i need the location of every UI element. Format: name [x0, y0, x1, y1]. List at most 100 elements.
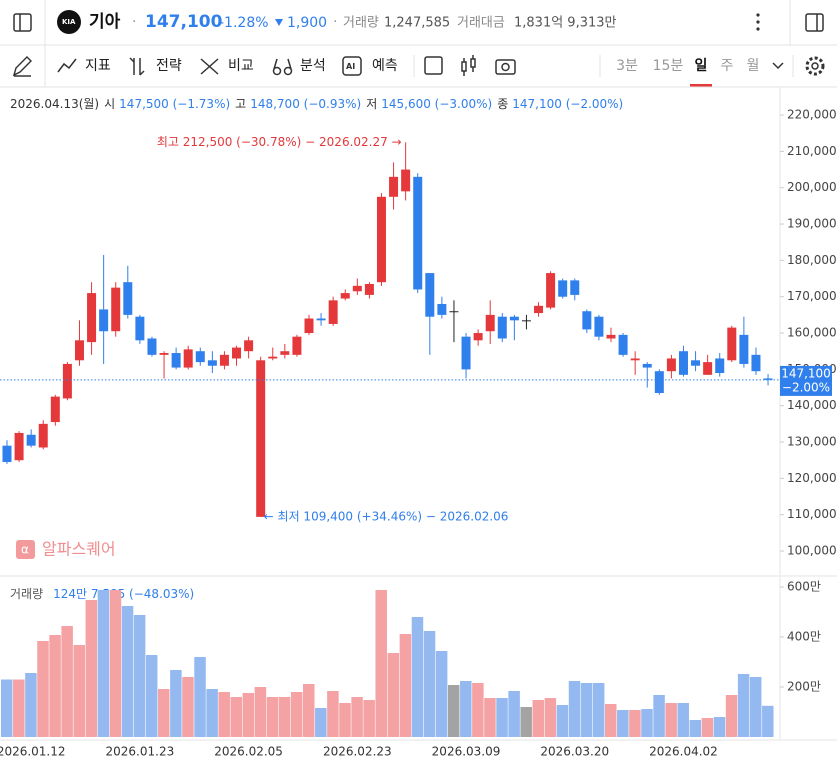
volume-bar: [121, 606, 134, 737]
candle-body: [715, 358, 725, 374]
period-button[interactable]: 월: [747, 58, 760, 74]
candle-body: [751, 354, 761, 372]
camera-icon[interactable]: [495, 59, 516, 75]
candle-body: [558, 280, 568, 297]
ohlc-info: 2026.04.13(월) 시 147,500 (−1.73%) 고 148,700 (…: [10, 97, 623, 111]
more-icon[interactable]: [756, 13, 760, 31]
volume-bar: [109, 590, 122, 737]
period-button[interactable]: 3분: [616, 58, 638, 74]
tool-button[interactable]: 지표: [85, 58, 111, 74]
tool-button[interactable]: 예측: [372, 58, 398, 74]
candle-body: [195, 351, 205, 363]
y-tick-label: 210,000: [787, 144, 837, 158]
shape-icon[interactable]: [424, 56, 443, 75]
volume-bar: [194, 657, 206, 737]
volume-bar: [665, 703, 677, 737]
settings-icon[interactable]: [805, 56, 825, 76]
candle-body: [26, 434, 36, 446]
candle-body: [376, 196, 386, 283]
candle-body: [691, 360, 701, 366]
volume-bar: [85, 600, 98, 737]
volume-bar: [447, 685, 460, 737]
price: 147,100: [145, 12, 223, 32]
volume-bar: [749, 677, 762, 737]
info-value: 147,500 (−1.73%): [119, 97, 230, 111]
candle-body: [159, 353, 169, 355]
volume-bar: [520, 707, 532, 737]
volume-bar: [496, 698, 508, 737]
tool-button[interactable]: 분석: [300, 58, 326, 74]
candle-body: [50, 396, 60, 423]
draw-icon[interactable]: [12, 56, 32, 77]
candle-body: [352, 285, 362, 292]
volume-bar: [544, 698, 557, 737]
volume-bar: [13, 679, 25, 737]
volume-bar: [484, 698, 496, 737]
volume-bar: [411, 617, 424, 737]
volume-legend-value: 124만 7,585 (−48.03%): [53, 587, 194, 601]
volume-bar: [182, 677, 194, 737]
active-underline: [690, 84, 712, 87]
amount: 1,831억 9,313만: [514, 16, 617, 31]
candle-body: [413, 176, 423, 290]
candle-body: [449, 311, 459, 313]
watermark-logo-mark: α: [21, 543, 29, 557]
tool-button[interactable]: 비교: [228, 58, 254, 74]
x-tick-label: 2026.04.02: [649, 745, 718, 759]
period-button[interactable]: 15분: [653, 58, 684, 74]
candle-body: [642, 363, 652, 368]
volume-bar: [290, 692, 303, 737]
period-button[interactable]: 일: [695, 58, 708, 74]
volume-bar: [605, 704, 617, 737]
volume-bar: [592, 683, 605, 737]
volume-bar: [49, 635, 61, 737]
volume-bar: [278, 697, 291, 737]
volume-bar: [37, 641, 49, 737]
info-value: 147,100 (−2.00%): [512, 97, 623, 111]
tool-button[interactable]: 전략: [156, 58, 182, 74]
candle-body: [389, 176, 399, 197]
y-tick-label: 190,000: [787, 217, 837, 231]
candle-body: [340, 293, 350, 299]
sidebar-icon[interactable]: [13, 13, 32, 32]
candle-body: [316, 318, 326, 321]
volume-bar: [580, 683, 593, 737]
candle-body: [401, 169, 411, 192]
period-button[interactable]: 주: [721, 58, 734, 74]
volume-bar: [25, 673, 37, 737]
volume-bar: [556, 705, 569, 737]
candle-body: [618, 334, 628, 355]
volume-bar: [472, 683, 484, 737]
candle-body: [606, 334, 616, 339]
candle-body: [328, 300, 338, 324]
x-tick-label: 2026.01.23: [106, 745, 175, 759]
info-value: 145,600 (−3.00%): [381, 97, 492, 111]
candle-body: [292, 336, 302, 355]
y-tick-label: 160,000: [787, 326, 837, 340]
chart-type-icon[interactable]: [461, 55, 476, 76]
watermark: 알파스퀘어: [42, 540, 116, 559]
volume-bar: [689, 720, 702, 737]
volume-bar: [327, 691, 339, 737]
volume-bar: [1, 679, 13, 737]
volume-bar: [315, 708, 327, 737]
info-value: 148,700 (−0.93%): [250, 97, 361, 111]
volume-bar: [170, 670, 182, 737]
change: 1,900: [287, 15, 327, 31]
candle-body: [485, 314, 495, 332]
volume-bar: [701, 718, 714, 737]
volume-bar: [737, 674, 750, 737]
candle-body: [630, 358, 640, 361]
candle-body: [666, 358, 676, 372]
candle-body: [582, 311, 592, 330]
candle-body: [425, 273, 435, 317]
separator: ·: [132, 14, 136, 30]
chevron[interactable]: [772, 62, 784, 70]
panel-icon[interactable]: [805, 13, 824, 32]
volume-bar: [206, 689, 218, 737]
volume-bar: [97, 590, 110, 737]
down-arrow: [275, 19, 283, 26]
volume-bar: [351, 697, 363, 737]
y-tick-label: 220,000: [787, 108, 837, 122]
